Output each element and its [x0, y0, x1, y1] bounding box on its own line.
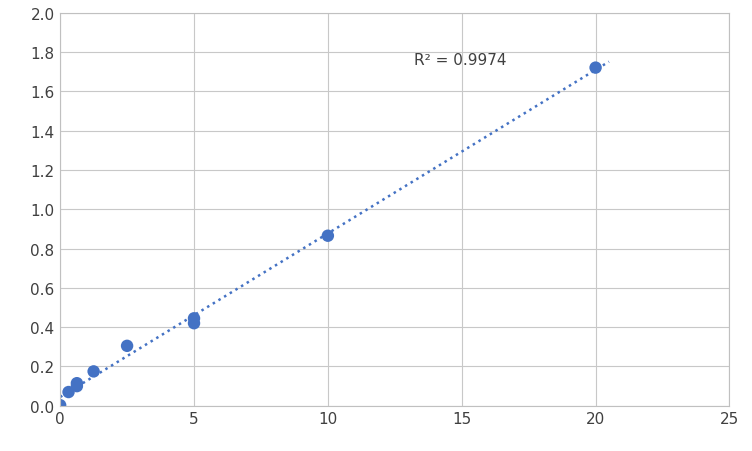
- Point: [87, 368, 99, 375]
- Point: [71, 380, 83, 387]
- Point: [322, 233, 334, 240]
- Point: [188, 315, 200, 322]
- Text: R² = 0.9974: R² = 0.9974: [414, 53, 506, 68]
- Point: [590, 65, 602, 72]
- Point: [188, 320, 200, 327]
- Point: [71, 382, 83, 390]
- Point: [121, 342, 133, 350]
- Point: [62, 389, 74, 396]
- Point: [54, 402, 66, 409]
